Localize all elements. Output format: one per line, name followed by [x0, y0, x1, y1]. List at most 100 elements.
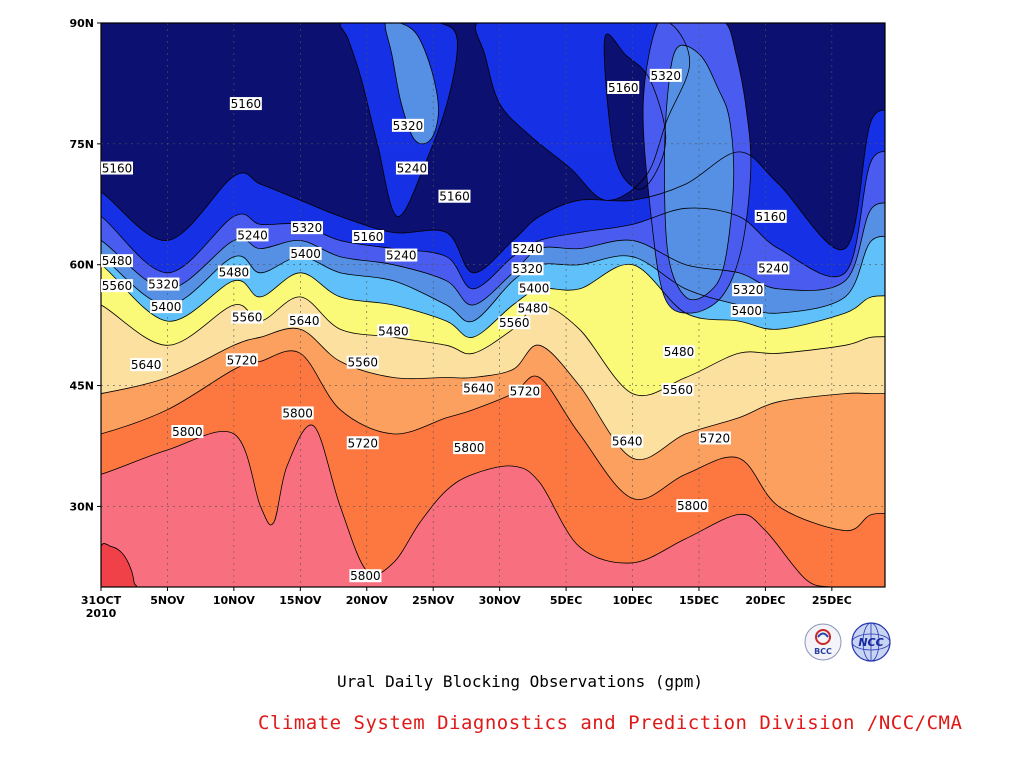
contour-label-text: 5800 [454, 441, 485, 455]
x-tick-label-4: 20NOV [346, 594, 389, 607]
contour-fills [101, 23, 885, 587]
contour-label: 5800 [349, 569, 382, 583]
contour-label-text: 5400 [732, 304, 763, 318]
contour-label: 5320 [732, 283, 765, 297]
contour-label-text: 5160 [102, 162, 133, 176]
contour-label-text: 5720 [227, 353, 258, 367]
contour-label-text: 5400 [519, 282, 550, 296]
y-tick-label-0: 30N [69, 500, 94, 513]
x-tick-label-10: 20DEC [745, 594, 785, 607]
contour-label-bg [391, 118, 424, 132]
contour-label-text: 5480 [219, 265, 250, 279]
contour-label-bg [289, 246, 322, 260]
contour-label-bg [661, 383, 694, 397]
contour-label: 5640 [130, 358, 163, 372]
contour-blob-6 [101, 543, 137, 587]
x-tick-label-0: 31OCT [81, 594, 122, 607]
contour-label-text: 5800 [282, 406, 313, 420]
contour-label-bg [676, 499, 709, 513]
contour-label-bg [352, 230, 385, 244]
contour-label: 5160 [607, 80, 640, 95]
contour-label-bg [508, 384, 541, 398]
contour-label-bg [498, 316, 531, 330]
contour-label-text: 5800 [677, 499, 708, 513]
contour-label-bg [462, 381, 495, 395]
contour-label-bg [649, 68, 682, 82]
contour-label-bg [101, 254, 133, 268]
contour-label-text: 5320 [650, 69, 681, 83]
contour-label: 5320 [147, 277, 180, 292]
contour-label: 5320 [649, 68, 682, 83]
bcc-logo-text: BCC [814, 647, 832, 656]
ncc-logo-text: NCC [858, 636, 883, 649]
contour-label: 5720 [508, 384, 541, 399]
contour-label: 5720 [346, 436, 379, 450]
contour-lines [101, 23, 885, 587]
contour-blob-outline-3 [603, 33, 667, 190]
contour-label: 5560 [498, 316, 531, 330]
contour-label-text: 5160 [439, 190, 470, 204]
band-5880 [101, 425, 885, 587]
contour-label-bg [225, 353, 258, 367]
contour-label-text: 5800 [350, 569, 381, 583]
contour-label-text: 5480 [518, 302, 549, 316]
contour-label: 5640 [288, 313, 321, 328]
contour-label-bg [395, 161, 428, 175]
contour-label-text: 5720 [700, 431, 731, 445]
contour-label-text: 5400 [151, 300, 182, 314]
contour-label: 5560 [101, 279, 133, 293]
contour-label: 5320 [290, 221, 323, 235]
contour-label-text: 5240 [237, 228, 268, 242]
contour-label-bg [217, 265, 250, 279]
contour-label-text: 5320 [733, 283, 764, 297]
x-tick-label-8: 10DEC [613, 594, 653, 607]
contour-label-bg [147, 277, 180, 291]
x-tick-label-7: 5DEC [550, 594, 582, 607]
contour-label-text: 5480 [664, 345, 695, 359]
contour-blob-outline-6 [101, 543, 138, 587]
contour-blob-outline-0 [339, 23, 458, 217]
contour-label-bg [346, 355, 379, 369]
contour-label-bg [101, 279, 133, 293]
contour-label: 5480 [377, 324, 410, 338]
contour-blob-5 [664, 45, 734, 300]
contour-label-text: 5800 [172, 425, 203, 439]
contour-label-text: 5480 [378, 324, 409, 338]
contour-label-text: 5560 [662, 383, 693, 397]
contour-label: 5240 [395, 161, 428, 176]
y-tick-label-2: 60N [69, 259, 94, 272]
contour-label: 5720 [698, 431, 731, 445]
contour-label: 5800 [676, 499, 709, 513]
contour-label-bg [698, 431, 731, 445]
bcc-logo: BCC [804, 623, 842, 661]
contour-label-bg [438, 189, 471, 203]
x-tick-label-11: 25DEC [812, 594, 852, 607]
contour-label-text: 5320 [512, 262, 543, 276]
contour-label-text: 5640 [612, 435, 643, 449]
contour-label-bg [171, 424, 204, 438]
contour-label: 5800 [453, 441, 486, 455]
contour-label-text: 5480 [102, 254, 133, 268]
contour-label-bg [229, 97, 262, 111]
contour-label-bg [511, 242, 544, 256]
contour-label-text: 5160 [231, 97, 262, 111]
contour-label-text: 5560 [102, 279, 133, 293]
contour-label-bg [288, 313, 321, 327]
contour-label-bg [663, 345, 696, 359]
contour-label-bg [453, 441, 486, 455]
contour-label: 5640 [462, 381, 495, 395]
contour-label-text: 5240 [397, 162, 428, 176]
isoline-5400 [101, 235, 885, 323]
contour-blob-outline-2 [475, 23, 691, 201]
contour-blob-1 [385, 23, 439, 144]
contour-label: 5400 [518, 281, 551, 296]
contour-label-text: 5320 [292, 221, 323, 235]
isoline-5480 [101, 263, 885, 338]
contour-label: 5240 [757, 261, 790, 275]
x-tick-label-3: 15NOV [279, 594, 322, 607]
contour-label: 5160 [229, 97, 262, 111]
contour-label-text: 5320 [148, 278, 179, 292]
